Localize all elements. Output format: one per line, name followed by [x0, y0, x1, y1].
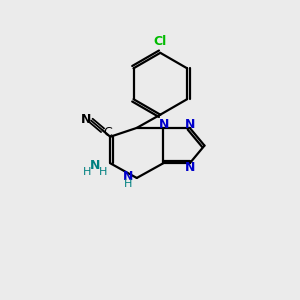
Text: C: C: [103, 126, 112, 139]
Text: N: N: [185, 118, 196, 131]
Text: H: H: [83, 167, 92, 177]
Text: N: N: [81, 112, 91, 126]
Text: H: H: [98, 167, 107, 177]
Text: N: N: [123, 170, 134, 183]
Text: Cl: Cl: [154, 34, 167, 47]
Text: N: N: [185, 161, 196, 174]
Text: H: H: [124, 179, 133, 190]
Text: N: N: [90, 159, 100, 172]
Text: N: N: [159, 118, 169, 131]
